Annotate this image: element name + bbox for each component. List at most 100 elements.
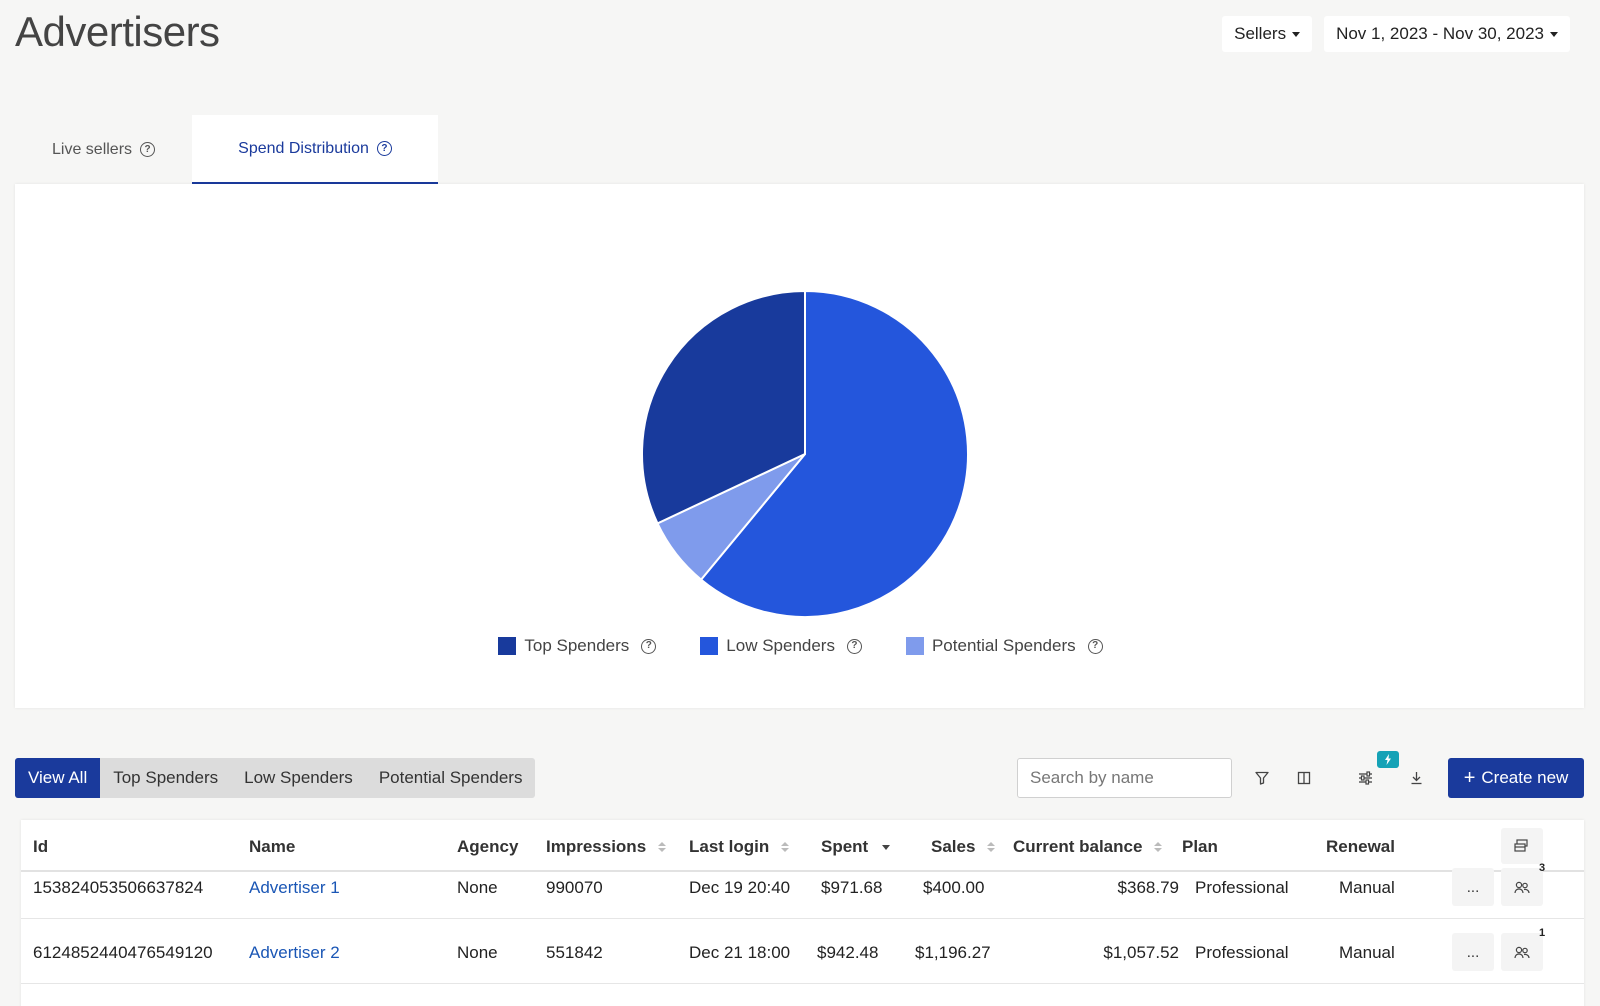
cell-current-balance: $368.79 (1117, 878, 1179, 897)
cell-spent: $971.68 (821, 878, 883, 897)
sort-icon[interactable] (781, 842, 790, 852)
legend-label: Top Spenders (524, 636, 630, 655)
column-header-id[interactable]: Id (33, 837, 48, 857)
advertisers-table: Id Name Agency Impressions Last login Sp… (21, 820, 1584, 1006)
legend-label: Potential Spenders (931, 636, 1076, 655)
more-label: ... (1466, 878, 1480, 896)
cell-renewal: Manual (1339, 943, 1395, 962)
segment-potential-spenders[interactable]: Potential Spenders (378, 768, 523, 787)
help-icon[interactable]: ? (376, 141, 392, 156)
filter-icon[interactable] (1250, 766, 1274, 790)
sellers-dropdown[interactable]: Sellers (1222, 16, 1313, 52)
legend-item-potential-spenders[interactable]: Potential Spenders ? (905, 636, 1103, 656)
spend-distribution-chart-card: Top Spenders ? Low Spenders ? Potential … (15, 184, 1584, 708)
cell-agency: None (457, 878, 498, 897)
sliders-icon[interactable] (1353, 766, 1377, 790)
plus-icon: + (1463, 767, 1476, 789)
caret-down-icon (1550, 31, 1558, 37)
cell-sales: $400.00 (923, 878, 985, 897)
bolt-icon (1377, 751, 1399, 768)
users-icon[interactable] (1501, 868, 1543, 906)
create-new-button[interactable]: + Create new (1448, 758, 1584, 798)
cell-plan: Professional (1195, 878, 1289, 897)
cell-id: 153824053506637824 (33, 878, 204, 897)
sellers-dropdown-label: Sellers (1234, 24, 1287, 43)
search-input[interactable] (1017, 758, 1232, 798)
tab-spend-distribution[interactable]: Spend Distribution ? (192, 115, 439, 184)
legend-swatch-low (700, 637, 719, 655)
column-label: Renewal (1326, 837, 1395, 856)
sort-icon[interactable] (987, 842, 996, 852)
legend-label: Low Spenders (726, 636, 835, 655)
columns-icon[interactable] (1292, 766, 1316, 790)
cell-id: 6124852440476549120 (33, 943, 213, 962)
column-header-current-balance[interactable]: Current balance (1013, 837, 1163, 857)
table-row: 6124852440476549120 Advertiser 2 None 55… (21, 919, 1584, 984)
help-icon[interactable]: ? (846, 638, 862, 654)
date-range-label: Nov 1, 2023 - Nov 30, 2023 (1336, 24, 1544, 43)
table-header: Id Name Agency Impressions Last login Sp… (21, 820, 1584, 872)
cell-impressions: 990070 (546, 878, 603, 897)
cell-current-balance: $1,057.52 (1103, 943, 1179, 962)
column-header-spent[interactable]: Spent (821, 837, 891, 857)
column-label: Sales (931, 837, 976, 856)
table-row: 153824053506637824 Advertiser 1 None 990… (21, 854, 1584, 919)
column-label: Agency (457, 837, 519, 856)
sort-icon[interactable] (658, 842, 667, 852)
cell-renewal: Manual (1339, 878, 1395, 897)
column-label: Plan (1182, 837, 1218, 856)
cell-sales: $1,196.27 (915, 943, 991, 962)
cell-impressions: 551842 (546, 943, 603, 962)
help-icon[interactable]: ? (641, 638, 657, 654)
table-settings-icon[interactable] (1501, 828, 1543, 864)
column-label: Id (33, 837, 49, 856)
segment-filter: View All Top Spenders Low Spenders Poten… (15, 758, 536, 798)
more-actions-button[interactable]: ... (1452, 933, 1494, 971)
column-label: Last login (689, 837, 770, 856)
segment-view-all[interactable]: View All (15, 758, 101, 798)
legend-item-top-spenders[interactable]: Top Spenders ? (498, 636, 657, 656)
tabs: Live sellers ? Spend Distribution ? (15, 115, 439, 184)
column-label: Spent (821, 837, 869, 856)
legend-swatch-top (498, 637, 517, 655)
more-actions-button[interactable]: ... (1452, 868, 1494, 906)
more-label: ... (1466, 943, 1480, 961)
column-header-agency[interactable]: Agency (457, 837, 518, 857)
column-header-sales[interactable]: Sales (931, 837, 996, 857)
column-header-impressions[interactable]: Impressions (546, 837, 667, 857)
pie-slice-low-spenders[interactable] (699, 289, 969, 618)
cell-plan: Professional (1195, 943, 1289, 962)
tab-live-sellers[interactable]: Live sellers ? (15, 115, 192, 184)
download-icon[interactable] (1404, 766, 1428, 790)
column-label: Impressions (546, 837, 647, 856)
tab-label: Spend Distribution (238, 139, 369, 157)
column-header-last-login[interactable]: Last login (689, 837, 790, 857)
sort-icon[interactable] (1154, 842, 1163, 852)
advertiser-link[interactable]: Advertiser 2 (249, 943, 340, 962)
page-title: Advertisers (15, 8, 220, 55)
segment-low-spenders[interactable]: Low Spenders (244, 768, 353, 787)
pie-slice-top-spenders[interactable] (641, 289, 806, 525)
help-icon[interactable]: ? (1087, 638, 1103, 654)
users-icon[interactable] (1501, 933, 1543, 971)
column-header-plan[interactable]: Plan (1182, 837, 1218, 857)
top-actions: Sellers Nov 1, 2023 - Nov 30, 2023 (1222, 16, 1570, 52)
sort-desc-icon[interactable] (882, 844, 891, 850)
tab-label: Live sellers (52, 140, 133, 158)
cell-last-login: Dec 21 18:00 (689, 943, 791, 962)
column-header-name[interactable]: Name (249, 837, 295, 857)
column-label: Name (249, 837, 296, 856)
help-icon[interactable]: ? (140, 142, 156, 157)
advertiser-link[interactable]: Advertiser 1 (249, 878, 340, 897)
cell-last-login: Dec 19 20:40 (689, 878, 791, 897)
segment-top-spenders[interactable]: Top Spenders (113, 768, 219, 787)
column-label: Current balance (1013, 837, 1143, 856)
create-new-label: Create new (1481, 768, 1569, 787)
pie-chart (641, 289, 969, 618)
user-count-badge: 1 (1539, 927, 1546, 939)
legend-item-low-spenders[interactable]: Low Spenders ? (700, 636, 862, 656)
user-count-badge: 3 (1539, 862, 1546, 874)
date-range-dropdown[interactable]: Nov 1, 2023 - Nov 30, 2023 (1324, 16, 1570, 52)
cell-spent: $942.48 (817, 943, 879, 962)
column-header-renewal[interactable]: Renewal (1326, 837, 1395, 857)
